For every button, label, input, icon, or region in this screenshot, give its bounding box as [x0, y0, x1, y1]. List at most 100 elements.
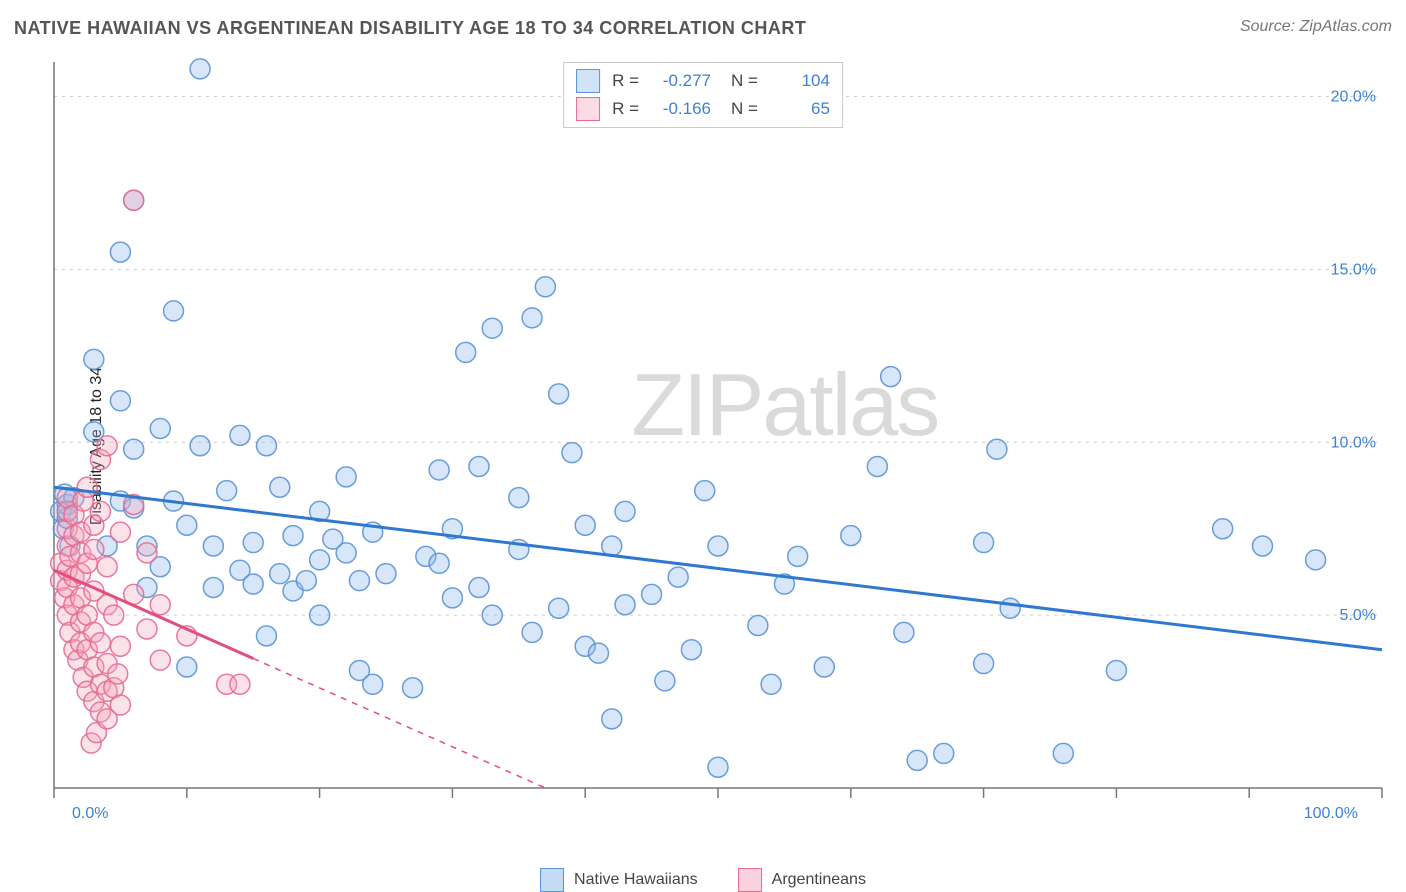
scatter-point — [562, 443, 582, 463]
r-label: R = — [612, 71, 639, 91]
scatter-point — [429, 553, 449, 573]
n-label: N = — [731, 99, 758, 119]
scatter-point — [1213, 519, 1233, 539]
scatter-point — [336, 543, 356, 563]
scatter-point — [97, 557, 117, 577]
scatter-point — [894, 622, 914, 642]
svg-text:15.0%: 15.0% — [1331, 261, 1376, 278]
scatter-point — [203, 536, 223, 556]
legend-swatch — [540, 868, 564, 892]
scatter-point — [110, 391, 130, 411]
scatter-point — [363, 674, 383, 694]
scatter-point — [602, 536, 622, 556]
stats-legend: R =-0.277N =104R =-0.166N =65 — [563, 62, 843, 128]
scatter-point — [203, 577, 223, 597]
scatter-point — [708, 536, 728, 556]
scatter-point — [761, 674, 781, 694]
scatter-point — [164, 301, 184, 321]
scatter-point — [655, 671, 675, 691]
scatter-point — [110, 636, 130, 656]
scatter-point — [230, 425, 250, 445]
stats-legend-row: R =-0.277N =104 — [576, 69, 830, 93]
legend-label: Argentineans — [772, 871, 866, 889]
scatter-point — [482, 605, 502, 625]
scatter-point — [376, 564, 396, 584]
scatter-point — [296, 571, 316, 591]
scatter-point — [615, 595, 635, 615]
scatter-point — [243, 533, 263, 553]
scatter-point — [987, 439, 1007, 459]
scatter-point — [150, 595, 170, 615]
svg-text:5.0%: 5.0% — [1340, 607, 1376, 624]
scatter-point — [509, 488, 529, 508]
scatter-point — [814, 657, 834, 677]
scatter-point — [1252, 536, 1272, 556]
scatter-point — [907, 750, 927, 770]
scatter-point — [310, 605, 330, 625]
scatter-point — [104, 605, 124, 625]
scatter-point — [575, 515, 595, 535]
scatter-point — [1306, 550, 1326, 570]
scatter-point — [1106, 660, 1126, 680]
n-label: N = — [731, 71, 758, 91]
n-value: 104 — [770, 71, 830, 91]
scatter-point — [110, 522, 130, 542]
scatter-point — [549, 598, 569, 618]
trend-line-ext — [253, 658, 545, 788]
scatter-point — [77, 477, 97, 497]
scatter-point — [974, 654, 994, 674]
scatter-point — [429, 460, 449, 480]
scatter-point — [310, 550, 330, 570]
scatter-point — [442, 588, 462, 608]
scatter-point — [1053, 743, 1073, 763]
scatter-point — [708, 757, 728, 777]
scatter-point — [934, 743, 954, 763]
scatter-point — [270, 477, 290, 497]
scatter-point — [190, 436, 210, 456]
stats-legend-row: R =-0.166N =65 — [576, 97, 830, 121]
scatter-point — [243, 574, 263, 594]
svg-text:20.0%: 20.0% — [1331, 89, 1376, 106]
scatter-point — [615, 501, 635, 521]
scatter-point — [150, 650, 170, 670]
scatter-point — [110, 695, 130, 715]
legend-swatch — [738, 868, 762, 892]
scatter-point — [84, 539, 104, 559]
legend-swatch — [576, 69, 600, 93]
scatter-point — [256, 436, 276, 456]
svg-text:0.0%: 0.0% — [72, 805, 108, 822]
scatter-point — [270, 564, 290, 584]
scatter-point — [177, 515, 197, 535]
scatter-point — [137, 619, 157, 639]
chart-container: NATIVE HAWAIIAN VS ARGENTINEAN DISABILIT… — [0, 0, 1406, 892]
legend-item: Argentineans — [738, 868, 866, 892]
r-label: R = — [612, 99, 639, 119]
scatter-point — [217, 481, 237, 501]
scatter-point — [108, 664, 128, 684]
legend-label: Native Hawaiians — [574, 871, 698, 889]
scatter-point — [642, 584, 662, 604]
scatter-point — [336, 467, 356, 487]
scatter-point — [681, 640, 701, 660]
scatter-point — [695, 481, 715, 501]
scatter-point — [137, 543, 157, 563]
scatter-point — [841, 526, 861, 546]
scatter-point — [97, 436, 117, 456]
scatter-point — [456, 342, 476, 362]
scatter-point — [110, 242, 130, 262]
scatter-point — [748, 616, 768, 636]
scatter-point — [90, 633, 110, 653]
scatter-plot: 5.0%10.0%15.0%20.0%0.0%100.0% — [50, 58, 1386, 828]
scatter-point — [602, 709, 622, 729]
legend-swatch — [576, 97, 600, 121]
svg-text:100.0%: 100.0% — [1304, 805, 1358, 822]
scatter-point — [230, 674, 250, 694]
scatter-point — [469, 577, 489, 597]
plot-area: 5.0%10.0%15.0%20.0%0.0%100.0% ZIPatlas — [50, 58, 1386, 828]
legend-item: Native Hawaiians — [540, 868, 698, 892]
series-legend: Native Hawaiians Argentineans — [540, 868, 866, 892]
scatter-point — [124, 439, 144, 459]
scatter-point — [588, 643, 608, 663]
chart-title: NATIVE HAWAIIAN VS ARGENTINEAN DISABILIT… — [14, 18, 806, 39]
n-value: 65 — [770, 99, 830, 119]
